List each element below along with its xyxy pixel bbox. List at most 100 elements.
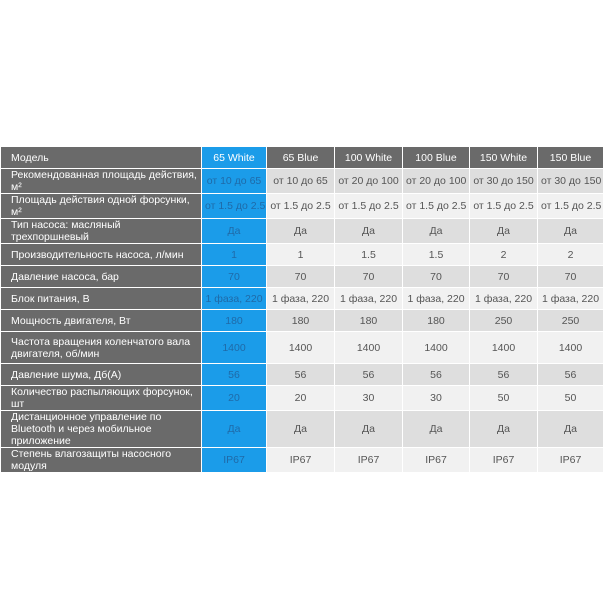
cell-value: от 10 до 65 — [201, 168, 267, 194]
table-row: Степень влагозащиты насосного модуля IP67… — [0, 447, 603, 473]
cell-value: 30 — [402, 385, 470, 411]
cell-value: 1 фаза, 220 — [469, 287, 538, 310]
cell-value: 50 — [537, 385, 603, 411]
cell-value: Да — [469, 218, 538, 244]
cell-value: Да — [402, 218, 470, 244]
row-label: Площадь действия одной форсунки, м² — [0, 193, 202, 219]
cell-value: 56 — [469, 363, 538, 386]
cell-value: 1400 — [402, 331, 470, 364]
cell-value: 1 — [266, 243, 335, 266]
cell-value: 1 фаза, 220 — [537, 287, 603, 310]
model-header: 65 Blue — [266, 146, 335, 169]
row-label: Степень влагозащиты насосного модуля — [0, 447, 202, 473]
cell-value: 56 — [537, 363, 603, 386]
cell-value: от 1.5 до 2.5 — [537, 193, 603, 219]
row-label: Рекомендованная площадь действия, м² — [0, 168, 202, 194]
cell-value: IP67 — [266, 447, 335, 473]
cell-value: 180 — [334, 309, 403, 332]
cell-value: IP67 — [469, 447, 538, 473]
row-label: Мощность двигателя, Вт — [0, 309, 202, 332]
cell-value: 70 — [334, 265, 403, 288]
cell-value: IP67 — [201, 447, 267, 473]
cell-value: Да — [266, 410, 335, 448]
row-label: Давление шума, Дб(А) — [0, 363, 202, 386]
cell-value: от 10 до 65 — [266, 168, 335, 194]
model-header: 100 White — [334, 146, 403, 169]
header-row: Модель 65 White 65 Blue 100 White 100 Blue 1… — [0, 146, 603, 169]
cell-value: от 1.5 до 2.5 — [201, 193, 267, 219]
cell-value: 1 фаза, 220 — [402, 287, 470, 310]
table-row: Площадь действия одной форсунки, м² от 1.… — [0, 193, 603, 219]
cell-value: 1400 — [334, 331, 403, 364]
cell-value: от 1.5 до 2.5 — [402, 193, 470, 219]
model-header: 150 White — [469, 146, 538, 169]
row-label: Блок питания, В — [0, 287, 202, 310]
cell-value: от 20 до 100 — [402, 168, 470, 194]
cell-value: 56 — [266, 363, 335, 386]
row-label: Количество распыляющих форсунок, шт — [0, 385, 202, 411]
table-row: Тип насоса: масляный трехпоршневый Да Да Да… — [0, 218, 603, 244]
table-row: Количество распыляющих форсунок, шт 20 20 3… — [0, 385, 603, 411]
cell-value: 1400 — [266, 331, 335, 364]
cell-value: 250 — [469, 309, 538, 332]
cell-value: 56 — [201, 363, 267, 386]
cell-value: Да — [402, 410, 470, 448]
cell-value: 70 — [201, 265, 267, 288]
table-row: Частота вращения коленчатого вала двигат… — [0, 331, 603, 364]
cell-value: Да — [201, 218, 267, 244]
cell-value: от 30 до 150 — [469, 168, 538, 194]
cell-value: 70 — [402, 265, 470, 288]
cell-value: 180 — [201, 309, 267, 332]
table-row: Рекомендованная площадь действия, м² от 1… — [0, 168, 603, 194]
table-row: Производительность насоса, л/мин 1 1 1.5 1.5… — [0, 243, 603, 266]
cell-value: 1400 — [201, 331, 267, 364]
cell-value: 1400 — [537, 331, 603, 364]
cell-value: 1 фаза, 220 — [201, 287, 267, 310]
cell-value: от 30 до 150 — [537, 168, 603, 194]
cell-value: Да — [266, 218, 335, 244]
model-header: 100 Blue — [402, 146, 470, 169]
cell-value: 70 — [266, 265, 335, 288]
row-label: Тип насоса: масляный трехпоршневый — [0, 218, 202, 244]
cell-value: IP67 — [537, 447, 603, 473]
row-label: Производительность насоса, л/мин — [0, 243, 202, 266]
table-row: Давление насоса, бар 70 70 70 70 70 70 — [0, 265, 603, 288]
cell-value: 1 — [201, 243, 267, 266]
cell-value: 2 — [537, 243, 603, 266]
cell-value: 1400 — [469, 331, 538, 364]
cell-value: 50 — [469, 385, 538, 411]
table-row: Дистанционное управление по Bluetooth и … — [0, 410, 603, 448]
cell-value: 1 фаза, 220 — [266, 287, 335, 310]
table-row: Мощность двигателя, Вт 180 180 180 180 250 250 — [0, 309, 603, 332]
cell-value: 20 — [201, 385, 267, 411]
cell-value: 56 — [334, 363, 403, 386]
cell-value: от 1.5 до 2.5 — [334, 193, 403, 219]
cell-value: Да — [537, 218, 603, 244]
row-label: Частота вращения коленчатого вала двигат… — [0, 331, 202, 364]
cell-value: Да — [469, 410, 538, 448]
cell-value: Да — [334, 218, 403, 244]
model-header: 150 Blue — [537, 146, 603, 169]
table-row: Давление шума, Дб(А) 56 56 56 56 56 56 — [0, 363, 603, 386]
cell-value: 20 — [266, 385, 335, 411]
cell-value: 250 — [537, 309, 603, 332]
cell-value: 1 фаза, 220 — [334, 287, 403, 310]
cell-value: от 1.5 до 2.5 — [469, 193, 538, 219]
cell-value: 2 — [469, 243, 538, 266]
cell-value: Да — [201, 410, 267, 448]
cell-value: 70 — [469, 265, 538, 288]
cell-value: 180 — [402, 309, 470, 332]
cell-value: от 20 до 100 — [334, 168, 403, 194]
row-label: Дистанционное управление по Bluetooth и … — [0, 410, 202, 448]
row-label: Давление насоса, бар — [0, 265, 202, 288]
cell-value: 1.5 — [402, 243, 470, 266]
cell-value: 30 — [334, 385, 403, 411]
cell-value: 180 — [266, 309, 335, 332]
cell-value: Да — [334, 410, 403, 448]
cell-value: Да — [537, 410, 603, 448]
spec-table: Модель 65 White 65 Blue 100 White 100 Blue 1… — [0, 146, 603, 473]
cell-value: IP67 — [334, 447, 403, 473]
cell-value: IP67 — [402, 447, 470, 473]
cell-value: 56 — [402, 363, 470, 386]
